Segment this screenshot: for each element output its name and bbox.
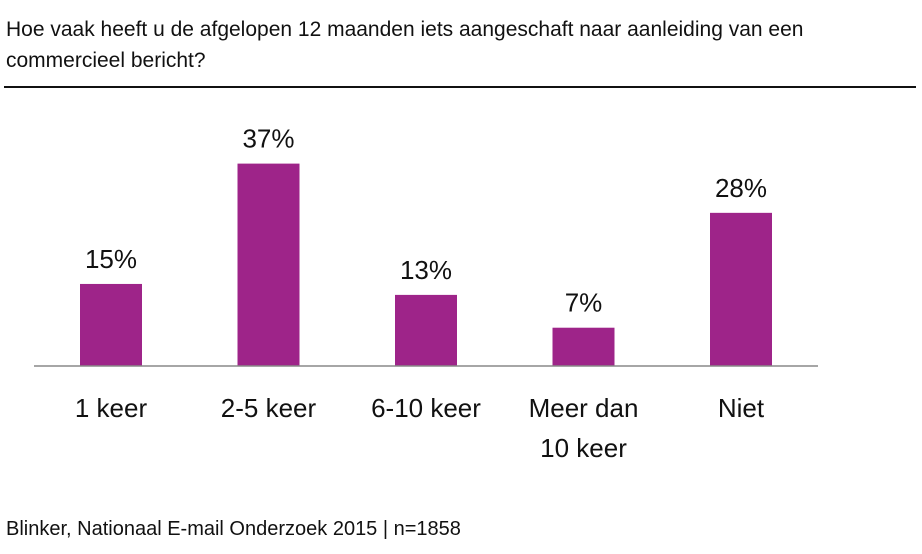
value-label-5: 28% [715, 173, 767, 203]
category-label-1: 1 keer [75, 393, 148, 423]
category-label-3: 6-10 keer [371, 393, 481, 423]
source-note: Blinker, Nationaal E-mail Onderzoek 2015… [6, 518, 461, 540]
category-label-4-line-2: 10 keer [540, 433, 627, 463]
value-labels-group: 15% 37% 13% 7% 28% [85, 124, 767, 318]
bar-5 [710, 212, 772, 366]
category-label-2: 2-5 keer [221, 393, 317, 423]
bars-group [80, 163, 772, 366]
chart-title: Hoe vaak heeft u de afgelopen 12 maanden… [6, 18, 804, 72]
bar-chart: 15% 37% 13% 7% 28% 1 keer 2-5 keer 6-10 keer Me… [34, 124, 818, 463]
bar-4 [552, 327, 615, 366]
title-divider [4, 86, 916, 88]
value-label-1: 15% [85, 244, 137, 274]
bar-1 [80, 283, 142, 366]
category-label-5: Niet [718, 393, 765, 423]
bar-3 [395, 294, 457, 366]
value-label-2: 37% [242, 124, 294, 154]
value-label-4: 7% [565, 288, 603, 318]
bar-2 [237, 163, 300, 366]
value-label-3: 13% [400, 255, 452, 285]
category-label-4-line-1: Meer dan [529, 393, 639, 423]
category-labels-group: 1 keer 2-5 keer 6-10 keer Meer dan 10 keer Ni… [75, 393, 765, 463]
